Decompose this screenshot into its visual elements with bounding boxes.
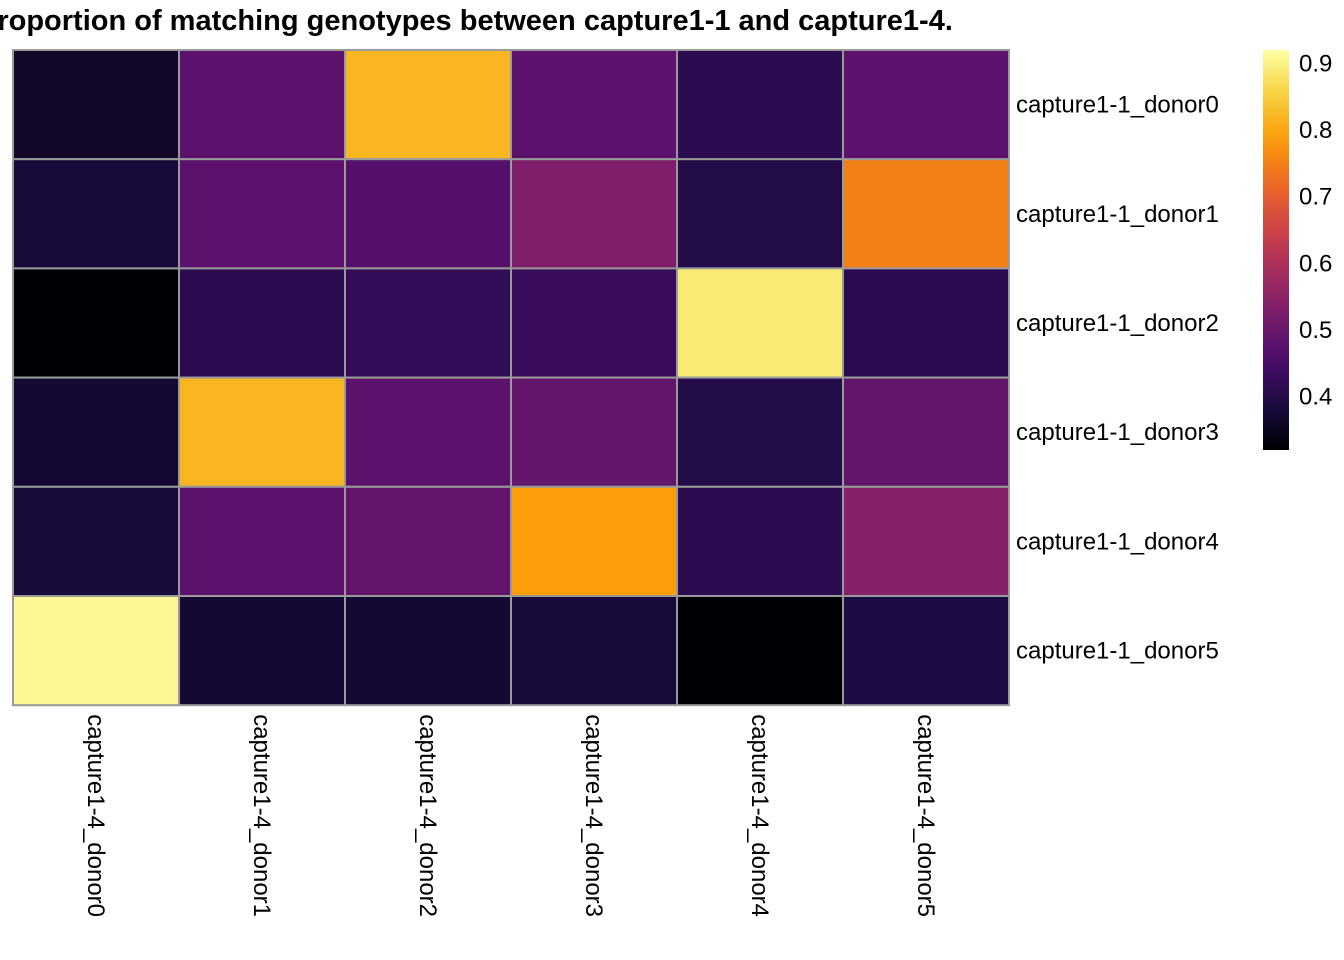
heatmap-cell — [12, 267, 180, 379]
column-label: capture1-4_donor0 — [82, 714, 109, 917]
heatmap-cell — [842, 595, 1010, 707]
colorbar-tick-label: 0.7 — [1299, 184, 1332, 211]
colorbar-tick-label: 0.5 — [1299, 317, 1332, 344]
heatmap-cell — [178, 49, 346, 161]
heatmap-cell — [178, 595, 346, 707]
row-label: capture1-1_donor2 — [1016, 310, 1219, 337]
colorbar-tick-label: 0.4 — [1299, 384, 1332, 411]
heatmap-cell — [676, 376, 844, 488]
heatmap-cell — [344, 49, 512, 161]
heatmap-cell — [510, 595, 678, 707]
heatmap-cell — [344, 158, 512, 270]
heatmap-cell — [842, 376, 1010, 488]
colorbar: 0.9 0.8 0.7 0.6 0.5 0.4 — [1263, 50, 1332, 450]
heatmap-cell — [510, 158, 678, 270]
heatmap-cell — [676, 158, 844, 270]
heatmap-cell — [676, 485, 844, 597]
row-label: capture1-1_donor4 — [1016, 528, 1219, 555]
heatmap-cell — [344, 485, 512, 597]
heatmap-cell — [676, 267, 844, 379]
heatmap-cell — [510, 376, 678, 488]
heatmap-cell — [842, 267, 1010, 379]
column-label: capture1-4_donor3 — [580, 714, 607, 917]
heatmap-cell — [510, 267, 678, 379]
column-label: capture1-4_donor1 — [248, 714, 275, 917]
row-label: capture1-1_donor5 — [1016, 638, 1219, 665]
heatmap-cell — [510, 485, 678, 597]
heatmap-cell — [12, 49, 180, 161]
heatmap-cell — [344, 267, 512, 379]
heatmap-cell — [12, 376, 180, 488]
heatmap-cell — [12, 158, 180, 270]
column-label: capture1-4_donor4 — [746, 714, 773, 917]
heatmap-cell — [344, 376, 512, 488]
heatmap-cell — [676, 49, 844, 161]
colorbar-tick-label: 0.8 — [1299, 117, 1332, 144]
heatmap-cell — [842, 49, 1010, 161]
heatmap-cell — [178, 485, 346, 597]
heatmap-cell — [676, 595, 844, 707]
heatmap-cell — [178, 267, 346, 379]
colorbar-tick-label: 0.6 — [1299, 250, 1332, 277]
heatmap-cell — [842, 485, 1010, 597]
heatmap-cell — [178, 376, 346, 488]
row-label: capture1-1_donor3 — [1016, 419, 1219, 446]
chart-title: Proportion of matching genotypes between… — [0, 5, 953, 37]
colorbar-gradient — [1263, 50, 1289, 450]
heatmap-cell — [842, 158, 1010, 270]
heatmap-cell — [510, 49, 678, 161]
heatmap-cell — [344, 595, 512, 707]
row-labels: capture1-1_donor0 capture1-1_donor1captur… — [1016, 92, 1219, 665]
row-label: capture1-1_donor0 — [1016, 92, 1219, 119]
column-label: capture1-4_donor2 — [414, 714, 441, 917]
row-label: capture1-1_donor1 — [1016, 201, 1219, 228]
column-label: capture1-4_donor5 — [912, 714, 939, 917]
heatmap-cells — [12, 49, 1010, 707]
column-labels: capture1-4_donor0 capture1-4_donor1 captur… — [82, 714, 939, 917]
heatmap-cell — [178, 158, 346, 270]
colorbar-tick-label: 0.9 — [1299, 50, 1332, 77]
heatmap-cell — [12, 485, 180, 597]
heatmap-cell — [12, 595, 180, 707]
